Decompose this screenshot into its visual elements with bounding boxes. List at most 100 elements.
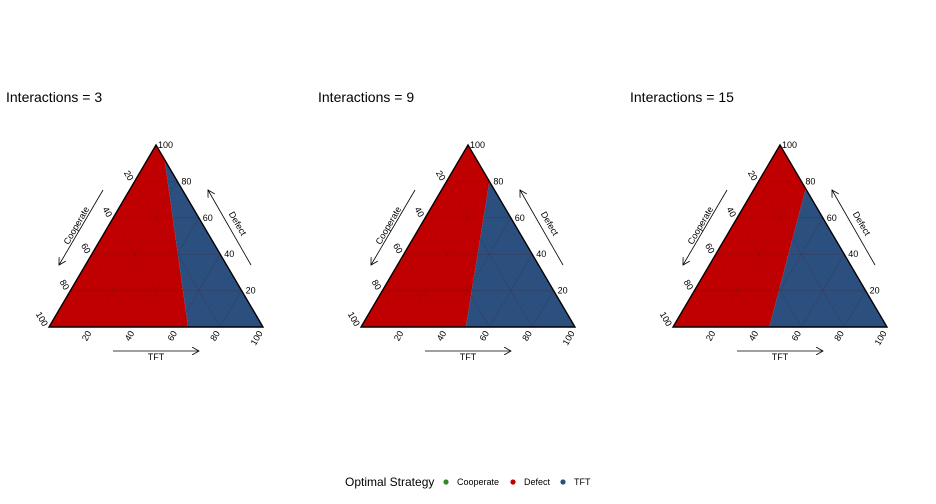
grid-line <box>843 290 866 328</box>
axis-arrow-cooperate <box>59 189 104 265</box>
ternary-panel-1: Interactions = 3 20 40 60 80 100 20 40 60 80 100 20… <box>6 89 265 362</box>
tick-cooperate: 40 <box>100 205 114 219</box>
region-defect <box>673 145 806 327</box>
tick-cooperate: 100 <box>34 310 50 328</box>
tick-cooperate: 60 <box>703 242 717 256</box>
axis-label-tft: TFT <box>772 352 789 362</box>
grid <box>70 181 242 328</box>
tick-defect: 20 <box>558 286 568 296</box>
tick-cooperate: 20 <box>746 169 760 183</box>
tick-defect: 60 <box>515 213 525 223</box>
grid <box>382 181 554 328</box>
axis-label-defect: Defect <box>227 210 249 238</box>
triangle-border <box>359 143 577 328</box>
legend: Optimal Strategy Cooperate Defect TFT <box>345 475 591 489</box>
triangle-border <box>47 143 265 328</box>
tick-defect: 80 <box>493 176 503 186</box>
tick-tft: 20 <box>80 329 94 343</box>
ternary-panel-2: Interactions = 9 20 40 60 80 100 20 40 60 80 100 20… <box>318 89 577 362</box>
legend-label: Cooperate <box>457 477 499 487</box>
grid-line <box>489 254 533 328</box>
tick-tft: 20 <box>704 329 718 343</box>
legend-item-defect: Defect <box>510 477 551 487</box>
axis-label-defect: Defect <box>539 210 561 238</box>
region-defect <box>49 145 189 327</box>
grid-line <box>758 181 845 328</box>
axis-label-tft: TFT <box>460 352 477 362</box>
tick-tft: 80 <box>208 329 222 343</box>
grid-line <box>446 217 512 328</box>
grid-line <box>382 290 405 328</box>
grid-line <box>91 254 135 328</box>
tick-tft: 60 <box>477 329 491 343</box>
tick-defect: 40 <box>848 249 858 259</box>
grid-line <box>801 254 845 328</box>
axis-label-tft: TFT <box>148 352 165 362</box>
grid-line <box>134 217 200 328</box>
region-tft <box>769 188 887 327</box>
tick-tft: 100 <box>249 329 265 347</box>
grid-line <box>715 181 802 328</box>
triangle-border <box>671 143 889 328</box>
panel-title: Interactions = 15 <box>630 89 734 105</box>
tick-cooperate: 60 <box>79 242 93 256</box>
legend-label: Defect <box>524 477 551 487</box>
tick-cooperate: 40 <box>724 205 738 219</box>
panel-title: Interactions = 9 <box>318 89 414 105</box>
grid-line <box>70 290 93 328</box>
grid <box>694 181 866 328</box>
grid-line <box>715 254 759 328</box>
legend-dot <box>510 479 516 485</box>
tick-tft: 80 <box>832 329 846 343</box>
grid-line <box>424 217 490 328</box>
axis-arrow-defect <box>832 190 876 266</box>
axis-label-defect: Defect <box>851 210 873 238</box>
tick-tft: 100 <box>561 329 577 347</box>
tick-tft: 40 <box>747 329 761 343</box>
tick-tft: 40 <box>123 329 137 343</box>
legend-item-cooperate: Cooperate <box>443 477 499 487</box>
tick-cooperate: 100 <box>658 310 674 328</box>
grid-line <box>177 254 221 328</box>
grid-line <box>446 181 533 328</box>
grid-line <box>736 217 802 328</box>
tick-defect: 80 <box>805 176 815 186</box>
axis-arrow-defect <box>208 190 252 266</box>
tick-cooperate: 80 <box>682 278 696 292</box>
grid-line <box>758 217 824 328</box>
tick-defect: 100 <box>470 140 485 150</box>
tick-tft: 40 <box>435 329 449 343</box>
axis-arrow-defect <box>520 190 564 266</box>
tick-cooperate: 20 <box>122 169 136 183</box>
panel-title: Interactions = 3 <box>6 89 102 105</box>
axis-label-cooperate: Cooperate <box>686 205 716 246</box>
legend-title: Optimal Strategy <box>345 475 434 489</box>
grid-line <box>403 254 447 328</box>
legend-dot <box>560 479 566 485</box>
tick-cooperate: 60 <box>391 242 405 256</box>
tick-cooperate: 20 <box>434 169 448 183</box>
axis-label-cooperate: Cooperate <box>62 205 92 246</box>
tick-tft: 80 <box>520 329 534 343</box>
legend-item-tft: TFT <box>560 477 591 487</box>
tick-defect: 40 <box>224 249 234 259</box>
legend-label: TFT <box>574 477 591 487</box>
ternary-panel-3: Interactions = 15 20 40 60 80 100 20 40 60 80 100 2… <box>630 89 889 362</box>
tick-defect: 100 <box>158 140 173 150</box>
axis-arrow-cooperate <box>683 189 728 265</box>
tick-defect: 20 <box>870 286 880 296</box>
tick-tft: 60 <box>165 329 179 343</box>
tick-defect: 60 <box>827 213 837 223</box>
tick-defect: 40 <box>536 249 546 259</box>
tick-defect: 60 <box>203 213 213 223</box>
tick-cooperate: 80 <box>58 278 72 292</box>
tick-cooperate: 40 <box>412 205 426 219</box>
tick-cooperate: 80 <box>370 278 384 292</box>
tick-tft: 20 <box>392 329 406 343</box>
tick-cooperate: 100 <box>346 310 362 328</box>
grid-line <box>112 217 178 328</box>
legend-dot <box>443 479 449 485</box>
grid-line <box>219 290 242 328</box>
grid-line <box>91 181 178 328</box>
